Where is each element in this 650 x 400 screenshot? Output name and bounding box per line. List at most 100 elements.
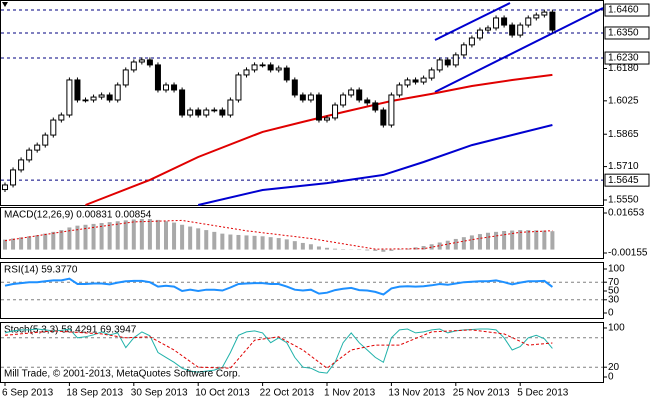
histogram-bar xyxy=(453,238,458,250)
histogram-bar xyxy=(421,246,426,250)
candle-body xyxy=(525,17,532,26)
candle-body xyxy=(291,79,298,96)
x-tick-label: 25 Nov 2013 xyxy=(453,388,510,399)
y-tick-label: 1.5550 xyxy=(608,195,639,206)
histogram-bar xyxy=(502,230,507,250)
histogram-bar xyxy=(164,221,168,250)
candle-body xyxy=(251,64,258,71)
histogram-bar xyxy=(27,236,32,250)
histogram-bar xyxy=(75,225,80,250)
x-tick-label: 5 Dec 2013 xyxy=(517,388,569,399)
histogram-bar xyxy=(11,238,16,250)
histogram-bar xyxy=(276,238,281,250)
menu-icon[interactable] xyxy=(2,2,8,7)
copyright: Mill Trade, © 2001-2013, MetaQuotes Soft… xyxy=(4,369,240,380)
candle-body xyxy=(98,94,105,98)
candle-body xyxy=(106,94,113,101)
candle-body xyxy=(501,17,508,26)
histogram-bar xyxy=(244,235,249,250)
histogram-bar xyxy=(381,249,386,252)
signal-line xyxy=(4,219,553,250)
level-label: 1.5645 xyxy=(608,175,639,186)
y-tick-label: 100 xyxy=(608,264,625,275)
x-tick-label: 22 Oct 2013 xyxy=(260,388,315,399)
histogram-bar xyxy=(147,219,152,250)
histogram-bar xyxy=(542,230,547,250)
histogram-bar xyxy=(437,242,442,250)
histogram-bar xyxy=(3,239,7,250)
panel-title: MACD(12,26,9) 0.00831 0.00854 xyxy=(4,210,152,221)
histogram-bar xyxy=(212,231,217,250)
histogram-bar xyxy=(486,232,490,250)
candle-body xyxy=(203,109,210,116)
histogram-bar xyxy=(461,237,466,250)
candle-body xyxy=(187,109,194,116)
histogram-bar xyxy=(35,235,40,250)
candle-body xyxy=(122,69,129,86)
candle-body xyxy=(10,169,17,186)
histogram-bar xyxy=(83,224,88,250)
candle-body xyxy=(130,61,137,71)
y-tick-label: 20 xyxy=(608,362,620,373)
level-label: 1.6350 xyxy=(608,28,639,39)
histogram-bar xyxy=(51,231,56,250)
candle-body xyxy=(340,94,347,106)
candle-body xyxy=(66,79,73,116)
histogram-bar xyxy=(59,230,64,250)
histogram-bar xyxy=(308,244,313,250)
candle-body xyxy=(533,14,540,19)
y-tick-label: 1.5865 xyxy=(608,129,639,140)
histogram-bar xyxy=(333,248,338,250)
candle-body xyxy=(348,89,355,96)
candle-body xyxy=(380,109,387,126)
histogram-bar xyxy=(292,241,297,250)
x-tick-label: 1 Nov 2013 xyxy=(324,388,376,399)
candle-body xyxy=(82,99,89,102)
histogram-bar xyxy=(373,249,378,251)
y-tick-label: 0.01653 xyxy=(608,208,645,219)
channel-line xyxy=(434,2,511,41)
y-tick-label: 0 xyxy=(608,308,614,319)
level-label-box xyxy=(604,26,650,40)
histogram-bar xyxy=(260,236,265,250)
channel-line xyxy=(434,7,604,93)
histogram-bar xyxy=(325,247,329,250)
candle-body xyxy=(493,17,500,29)
candle-body xyxy=(146,59,153,66)
candle-body xyxy=(485,27,491,31)
candle-body xyxy=(436,59,443,71)
histogram-bar xyxy=(550,231,555,250)
candle-body xyxy=(299,94,306,101)
candle-body xyxy=(468,37,475,46)
macd-panel xyxy=(0,207,604,259)
x-tick-label: 18 Sep 2013 xyxy=(66,388,123,399)
histogram-bar xyxy=(43,233,48,250)
level-label-box xyxy=(604,51,650,65)
level-label-box xyxy=(604,173,650,187)
histogram-bar xyxy=(123,220,128,250)
candle-body xyxy=(211,109,218,112)
histogram-bar xyxy=(365,249,370,251)
panel-title: RSI(14) 59.3770 xyxy=(4,265,78,276)
candle-body xyxy=(74,79,81,101)
candle-body xyxy=(259,64,266,67)
candle-body xyxy=(195,109,202,116)
histogram-bar xyxy=(204,230,209,250)
candle-body xyxy=(476,29,483,39)
candle-body xyxy=(412,79,419,83)
candle-body xyxy=(58,114,65,121)
candle-body xyxy=(267,64,274,71)
histogram-bar xyxy=(19,237,24,250)
histogram-bar xyxy=(534,230,539,250)
candle-body xyxy=(307,94,314,101)
candle-body xyxy=(517,24,524,36)
histogram-bar xyxy=(236,234,241,250)
candle-body xyxy=(549,11,556,31)
histogram-bar xyxy=(477,234,482,250)
histogram-bar xyxy=(300,242,305,250)
histogram-bar xyxy=(115,221,120,250)
candle-body xyxy=(396,84,403,96)
y-tick-label: 1.6180 xyxy=(608,63,639,74)
x-tick-label: 10 Oct 2013 xyxy=(195,388,250,399)
